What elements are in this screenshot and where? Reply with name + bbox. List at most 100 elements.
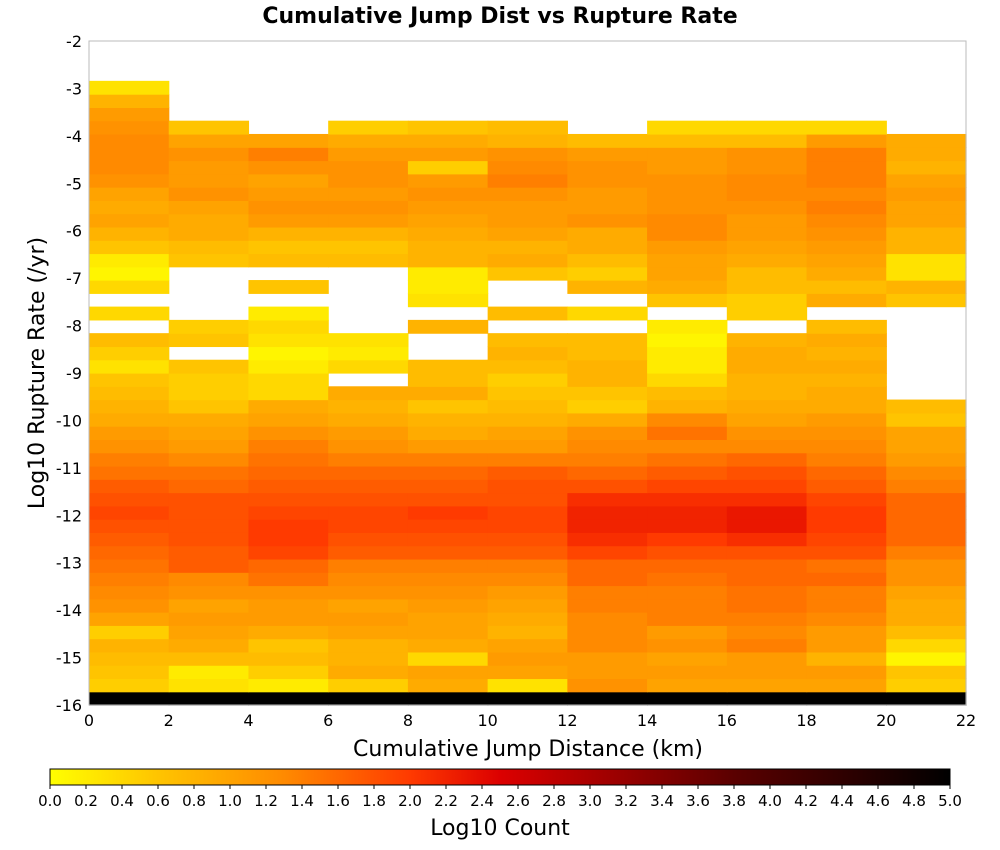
heatmap-cell xyxy=(89,612,170,626)
heatmap-cell xyxy=(647,439,728,454)
heatmap-cell xyxy=(886,625,967,640)
heatmap-cell xyxy=(487,120,568,135)
heatmap-cell xyxy=(487,678,568,693)
heatmap-cell xyxy=(886,519,967,533)
x-tick-label: 22 xyxy=(956,711,976,730)
heatmap-cell xyxy=(168,545,250,560)
heatmap-cell xyxy=(806,359,887,374)
heatmap-cell xyxy=(407,665,489,680)
heatmap-cell xyxy=(647,558,728,573)
heatmap-cell xyxy=(328,160,409,175)
heatmap-cell xyxy=(647,572,728,587)
heatmap-cell xyxy=(248,399,329,414)
heatmap-cell xyxy=(248,253,329,268)
heatmap-cell xyxy=(806,612,887,626)
heatmap-cell xyxy=(726,558,808,573)
heatmap-cell xyxy=(647,638,728,653)
heatmap-cell xyxy=(487,665,568,680)
heatmap-cell xyxy=(726,452,808,467)
heatmap-cell xyxy=(647,200,728,215)
colorbar-tick-label: 2.6 xyxy=(506,792,530,810)
heatmap-cell xyxy=(726,386,808,401)
heatmap-cell xyxy=(487,133,568,148)
heatmap-cell xyxy=(487,638,568,653)
heatmap-cell xyxy=(248,147,329,162)
heatmap-cell xyxy=(89,479,170,494)
heatmap-cell xyxy=(328,465,409,480)
heatmap-cell xyxy=(328,200,409,215)
heatmap-cell xyxy=(726,598,808,613)
heatmap-cell xyxy=(89,253,170,268)
heatmap-cell xyxy=(806,412,887,427)
heatmap-cell xyxy=(487,519,568,533)
heatmap-cell xyxy=(328,240,409,255)
colorbar-tick-label: 4.2 xyxy=(794,792,818,810)
heatmap-cell xyxy=(168,638,250,653)
heatmap-cell xyxy=(89,346,170,361)
heatmap-cell xyxy=(407,253,489,268)
heatmap-cell xyxy=(168,598,250,613)
heatmap-cell xyxy=(647,226,728,241)
heatmap-cell xyxy=(168,452,250,467)
heatmap-cell xyxy=(806,625,887,640)
colorbar-tick-label: 0.0 xyxy=(38,792,62,810)
colorbar-tick-label: 5.0 xyxy=(938,792,962,810)
heatmap-cell xyxy=(647,412,728,427)
heatmap-cell xyxy=(89,160,170,175)
heatmap-cell xyxy=(248,240,329,255)
heatmap-cell xyxy=(886,598,967,613)
heatmap-cell xyxy=(647,133,728,148)
heatmap-cell xyxy=(328,519,409,533)
heatmap-cell xyxy=(407,147,489,162)
heatmap-cell xyxy=(567,439,648,454)
heatmap-cell xyxy=(726,346,808,361)
heatmap-cell xyxy=(168,558,250,573)
heatmap-cell xyxy=(328,439,409,454)
heatmap-cell xyxy=(168,651,250,666)
heatmap-cell xyxy=(407,505,489,520)
heatmap-cell xyxy=(89,625,170,640)
heatmap-cell xyxy=(89,465,170,480)
heatmap-cell xyxy=(647,213,728,228)
heatmap-cell xyxy=(487,426,568,440)
heatmap-cell xyxy=(248,532,329,547)
heatmap-cell xyxy=(567,147,648,162)
heatmap-cell xyxy=(487,306,568,321)
heatmap-cell xyxy=(726,187,808,201)
heatmap-cell xyxy=(248,691,329,706)
heatmap-cell xyxy=(89,200,170,215)
heatmap-cell xyxy=(886,452,967,467)
heatmap-cell xyxy=(886,492,967,507)
heatmap-cell xyxy=(886,572,967,587)
heatmap-cell xyxy=(567,187,648,201)
heatmap-cell xyxy=(487,585,568,600)
heatmap-cell xyxy=(248,439,329,454)
heatmap-cell xyxy=(647,293,728,308)
heatmap-cell xyxy=(89,665,170,680)
heatmap-cell xyxy=(407,545,489,560)
heatmap-cell xyxy=(726,479,808,494)
heatmap-cell xyxy=(328,426,409,440)
heatmap-cell xyxy=(806,479,887,494)
heatmap-cell xyxy=(89,226,170,241)
x-tick-label: 20 xyxy=(876,711,896,730)
heatmap-cell xyxy=(89,173,170,188)
heatmap-cell xyxy=(567,651,648,666)
heatmap-cell xyxy=(567,545,648,560)
heatmap-cell xyxy=(567,280,648,294)
heatmap-cell xyxy=(886,147,967,162)
heatmap-cell xyxy=(407,240,489,255)
heatmap-cell xyxy=(726,253,808,268)
colorbar-tick-label: 3.0 xyxy=(578,792,602,810)
heatmap-cell xyxy=(248,545,329,560)
heatmap-cell xyxy=(647,479,728,494)
heatmap-cell xyxy=(726,306,808,321)
heatmap-cell xyxy=(328,452,409,467)
y-axis-ticks: -2 -3 -4 -5 -6 -7 -8 -9 -10 -11 -12 -13 -14 -15 -16 xyxy=(56,32,82,715)
heatmap-cell xyxy=(168,612,250,626)
heatmap-cell xyxy=(886,479,967,494)
heatmap-cell xyxy=(328,253,409,268)
heatmap-cell xyxy=(89,519,170,533)
heatmap-cell xyxy=(89,572,170,587)
heatmap-cell xyxy=(647,665,728,680)
